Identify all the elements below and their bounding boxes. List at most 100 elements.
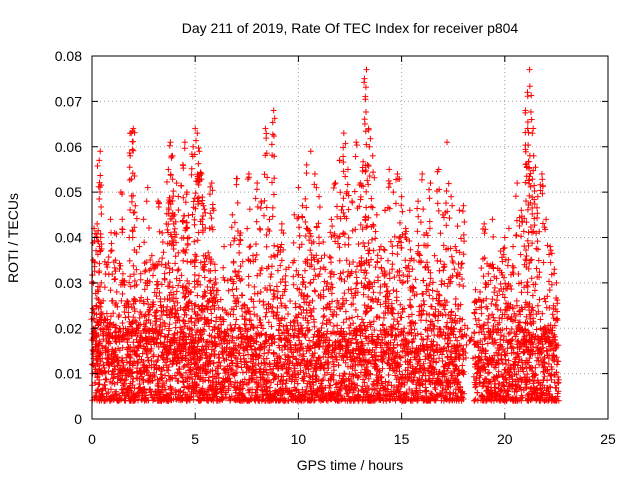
data-point bbox=[159, 326, 166, 333]
data-point bbox=[290, 318, 297, 325]
data-point bbox=[144, 184, 151, 191]
data-point bbox=[542, 298, 549, 305]
data-point bbox=[285, 311, 292, 318]
data-point bbox=[154, 278, 161, 285]
data-point bbox=[327, 259, 334, 266]
data-point bbox=[336, 257, 343, 264]
data-point bbox=[227, 322, 234, 329]
data-point bbox=[334, 322, 341, 329]
data-point bbox=[186, 234, 193, 241]
data-point bbox=[111, 264, 118, 271]
data-point bbox=[380, 314, 387, 321]
data-point bbox=[137, 384, 144, 391]
data-point bbox=[108, 247, 115, 254]
data-point bbox=[208, 180, 215, 187]
data-point bbox=[160, 249, 167, 256]
data-point bbox=[497, 336, 504, 343]
data-point bbox=[282, 282, 289, 289]
data-point bbox=[262, 313, 269, 320]
data-point bbox=[303, 170, 310, 177]
data-point bbox=[200, 293, 207, 300]
data-point bbox=[342, 173, 349, 180]
data-point bbox=[221, 243, 228, 250]
data-point bbox=[121, 309, 128, 316]
data-point bbox=[268, 271, 275, 278]
data-point bbox=[120, 367, 127, 374]
data-point bbox=[333, 203, 340, 210]
data-point bbox=[163, 178, 170, 185]
data-point bbox=[97, 172, 104, 179]
data-point bbox=[111, 276, 118, 283]
data-point bbox=[212, 279, 219, 286]
data-point bbox=[202, 290, 209, 297]
data-point bbox=[150, 351, 157, 358]
data-point bbox=[184, 235, 191, 242]
data-point bbox=[236, 249, 243, 256]
data-point bbox=[161, 382, 168, 389]
data-point bbox=[392, 372, 399, 379]
data-point bbox=[173, 375, 180, 382]
data-point bbox=[273, 283, 280, 290]
data-point bbox=[194, 237, 201, 244]
data-point bbox=[302, 218, 309, 225]
data-point bbox=[515, 271, 522, 278]
data-point bbox=[142, 312, 149, 319]
data-point bbox=[150, 272, 157, 279]
data-point bbox=[271, 242, 278, 249]
data-point bbox=[130, 262, 137, 269]
data-point bbox=[111, 363, 118, 370]
data-point bbox=[94, 162, 101, 169]
data-point bbox=[148, 345, 155, 352]
data-point bbox=[232, 321, 239, 328]
data-point bbox=[274, 309, 281, 316]
data-point bbox=[119, 344, 126, 351]
data-point bbox=[420, 336, 427, 343]
data-point bbox=[98, 211, 105, 218]
data-point bbox=[228, 224, 235, 231]
data-point bbox=[206, 278, 213, 285]
data-point bbox=[345, 241, 352, 248]
data-point bbox=[287, 298, 294, 305]
data-point bbox=[191, 284, 198, 291]
data-point bbox=[96, 157, 103, 164]
data-point bbox=[229, 286, 236, 293]
data-point bbox=[195, 194, 202, 201]
data-point bbox=[155, 353, 162, 360]
data-point bbox=[199, 343, 206, 350]
data-point bbox=[130, 192, 137, 199]
data-point bbox=[174, 267, 181, 274]
data-point bbox=[238, 292, 245, 299]
data-point bbox=[162, 372, 169, 379]
data-point bbox=[246, 206, 253, 213]
data-point bbox=[263, 204, 270, 211]
data-point bbox=[337, 189, 344, 196]
data-point bbox=[175, 193, 182, 200]
data-point bbox=[103, 376, 110, 383]
data-point bbox=[270, 107, 277, 114]
data-point bbox=[164, 355, 171, 362]
data-point bbox=[252, 195, 259, 202]
data-point bbox=[423, 317, 430, 324]
data-point bbox=[311, 287, 318, 294]
data-point bbox=[167, 374, 174, 381]
data-point bbox=[158, 261, 165, 268]
data-point bbox=[119, 320, 126, 327]
data-point bbox=[166, 283, 173, 290]
data-point bbox=[253, 186, 260, 193]
data-point bbox=[169, 284, 176, 291]
data-point bbox=[282, 272, 289, 279]
data-point bbox=[96, 381, 103, 388]
data-point bbox=[105, 254, 112, 261]
data-point bbox=[119, 226, 126, 233]
data-point bbox=[119, 270, 126, 277]
data-point bbox=[263, 243, 270, 250]
data-point bbox=[97, 148, 104, 155]
data-point bbox=[209, 226, 216, 233]
data-point bbox=[385, 371, 392, 378]
data-point bbox=[113, 300, 120, 307]
data-point bbox=[181, 384, 188, 391]
data-point bbox=[175, 207, 182, 214]
data-point bbox=[263, 135, 270, 142]
data-point bbox=[290, 239, 297, 246]
data-point bbox=[282, 343, 289, 350]
